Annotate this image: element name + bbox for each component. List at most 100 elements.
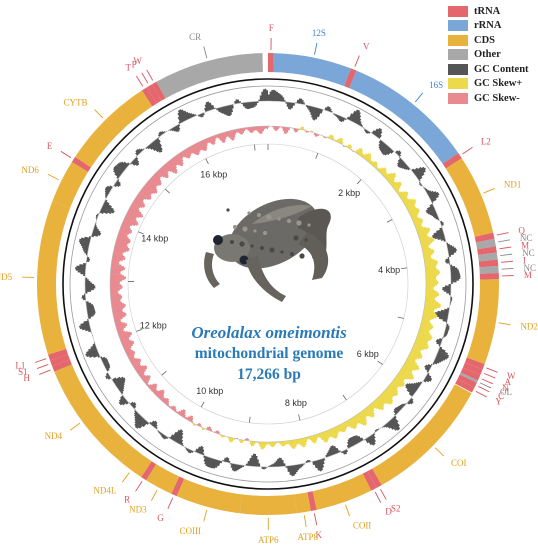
leader-line	[484, 373, 496, 379]
feature-other-nc	[475, 238, 496, 250]
leader-line	[121, 472, 130, 483]
feature-label: W	[133, 56, 142, 66]
feature-label: H	[23, 373, 30, 383]
leader-line	[151, 489, 158, 501]
feature-label: NC	[522, 248, 535, 258]
leader-line	[345, 504, 350, 517]
feature-trna-r	[141, 461, 157, 481]
feature-label: COIII	[180, 526, 202, 536]
genome-length: 17,266 bp	[237, 366, 301, 383]
feature-trna-l1	[48, 348, 69, 361]
feature-cds-nd5	[37, 200, 71, 355]
feature-label: COII	[353, 521, 372, 531]
feature-label: N	[502, 383, 509, 393]
leader-line	[303, 515, 307, 528]
gc-skew-negative-plot	[110, 126, 355, 441]
legend-label: CDS	[474, 34, 496, 46]
feature-cds-nd4l	[121, 447, 152, 478]
feature-trna-h	[52, 359, 72, 372]
frog-body	[228, 198, 319, 269]
leader-line	[500, 260, 513, 263]
feature-cds-nd3	[146, 464, 180, 494]
frog-skin-spot	[299, 253, 305, 259]
leader-line	[499, 246, 512, 250]
feature-trna-p	[146, 84, 162, 104]
leader-line	[167, 497, 174, 509]
feature-label: C	[498, 391, 504, 401]
frog-skin-spot	[286, 218, 292, 224]
feature-label: ND1	[504, 180, 522, 190]
feature-label: OL	[500, 387, 512, 397]
leader-line	[135, 480, 143, 492]
feature-label: G	[157, 513, 164, 523]
legend-label: GC Skew+	[474, 78, 523, 90]
leader-line	[94, 109, 104, 119]
feature-labels: F12SV16SL2ND1QNCMNCINCMND2WANOLCYCOIS2DC…	[0, 23, 538, 545]
legend-swatch	[448, 20, 468, 32]
leader-line	[501, 267, 514, 270]
frog-skin-spot	[293, 235, 299, 241]
leader-line	[34, 358, 47, 363]
scale-tick	[298, 414, 301, 421]
legend-label: GC Skew-	[474, 92, 520, 104]
genome-subtitle: mitochondrial genome	[194, 345, 344, 362]
leader-line	[479, 382, 492, 389]
scale-tick	[386, 219, 393, 223]
frog-skin-spot	[289, 251, 295, 257]
feature-trna-w	[464, 357, 485, 370]
feature-label: D	[385, 507, 392, 517]
feature-label: V	[363, 41, 370, 51]
leader-line	[496, 232, 509, 236]
scale-tick	[136, 329, 143, 332]
leader-line	[39, 369, 51, 375]
feature-trna-q	[474, 232, 495, 243]
leader-line	[483, 188, 495, 194]
scale-tick-label: 6 kbp	[357, 349, 379, 359]
leader-line	[36, 364, 49, 370]
leader-line	[60, 150, 72, 159]
leader-line	[141, 72, 149, 84]
feature-label: P	[132, 59, 137, 69]
feature-label: ND5	[0, 272, 13, 282]
legend-swatch	[448, 34, 468, 46]
feature-other-nc	[479, 265, 499, 274]
scale-tick	[161, 370, 167, 376]
feature-label: ATP6	[258, 535, 279, 545]
feature-cds-coiii	[176, 478, 243, 514]
frog-skin-spot	[232, 224, 238, 230]
feature-label: NC	[523, 263, 536, 273]
feature-label: Q	[518, 225, 525, 235]
leader-line	[414, 92, 424, 103]
species-name: Oreolalax omeimontis	[191, 323, 347, 342]
scale-tick	[254, 144, 256, 151]
leader-line	[374, 491, 382, 503]
leader-line	[47, 173, 59, 181]
leader-line	[136, 75, 144, 87]
backbone-ring	[62, 78, 474, 490]
legend-swatch	[448, 5, 468, 17]
frog-skin-spot	[253, 229, 257, 233]
scale-tick	[248, 416, 251, 423]
feature-label: ND2	[520, 322, 538, 332]
feature-label: ND4	[45, 431, 63, 441]
inner-ring	[69, 85, 467, 483]
frog-skin-spot	[280, 250, 284, 254]
legend-swatch	[448, 78, 468, 90]
feature-label: ND6	[21, 165, 39, 175]
legend-swatch	[448, 63, 468, 75]
legend-item-gc-skew-plus: GC Skew+	[448, 77, 536, 92]
frog-skin-spot	[242, 226, 248, 232]
legend-swatch	[448, 49, 468, 61]
feature-trna-m	[477, 246, 497, 256]
feature-label: CR	[189, 32, 201, 42]
frog-skin-spot	[304, 238, 308, 242]
frog-skin-spot	[247, 211, 251, 215]
feature-trna-y	[455, 379, 475, 393]
feature-trna-n	[460, 367, 481, 381]
frog-skin-spot	[226, 208, 230, 212]
scale-tick	[164, 188, 170, 194]
feature-other-ol	[459, 372, 478, 383]
feature-trna-w	[151, 81, 166, 101]
feature-label: ND3	[129, 504, 147, 514]
